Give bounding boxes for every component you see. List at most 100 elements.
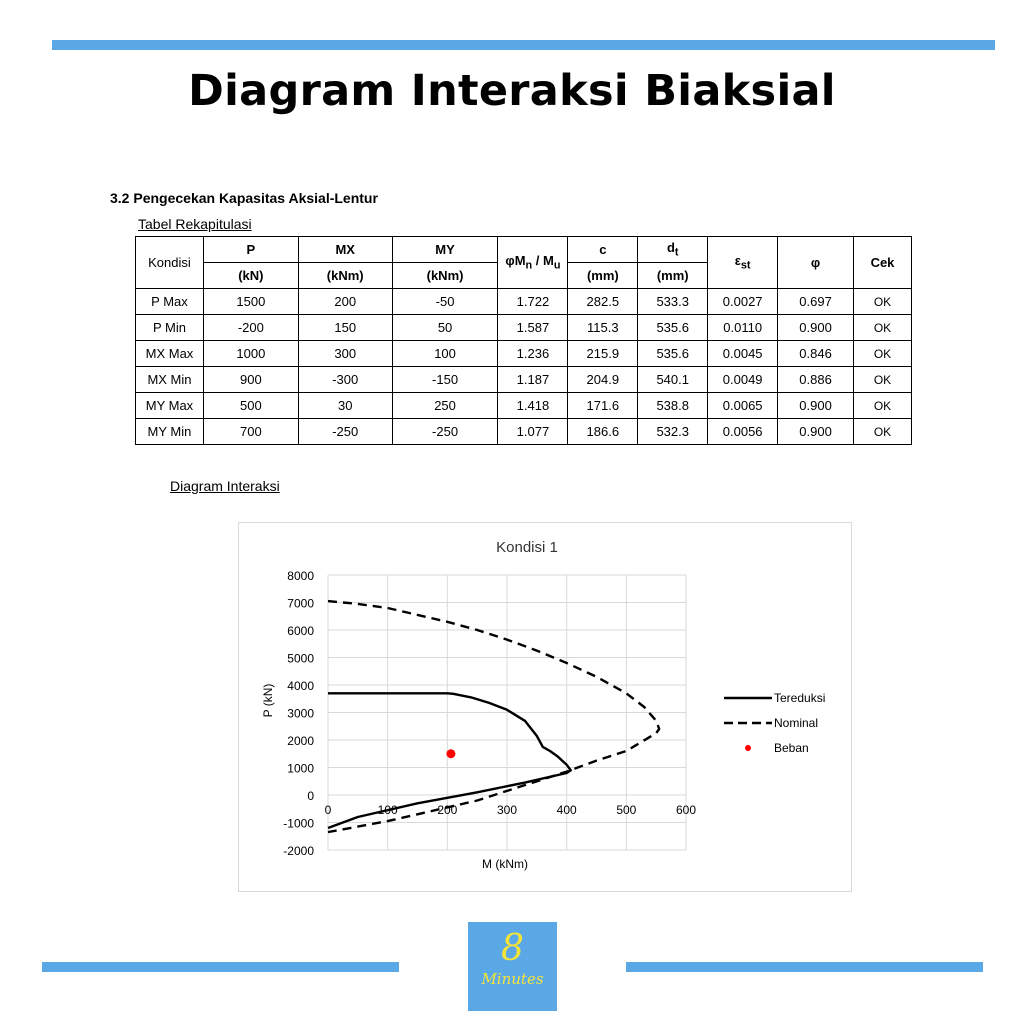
cell-kondisi: MX Min [135,366,204,393]
cell-c: 215.9 [567,340,639,367]
cell-cek: OK [853,418,912,445]
header-ratio-n: n [525,259,533,272]
y-tick-label: 0 [307,789,314,803]
series-line-nominal [327,599,661,834]
cell-p: 900 [202,366,299,393]
y-tick-label: 2000 [287,734,314,748]
y-tick-label: 3000 [287,707,314,721]
cell-kondisi: MY Max [135,392,204,419]
cell-dt: 535.6 [637,340,709,367]
bottom-right-accent-bar [626,962,983,972]
legend-marker-beban [745,745,751,751]
table-row: MX Min 900 -300 -150 1.187 204.9 540.1 0.0049 0.… [135,366,912,393]
table-caption: Tabel Rekapitulasi [138,216,252,232]
cell-cek: OK [853,288,912,315]
cell-dt: 532.3 [637,418,709,445]
cell-ratio: 1.236 [497,340,569,367]
y-tick-label: 5000 [287,652,314,666]
cell-ratio: 1.418 [497,392,569,419]
cell-cek: OK [853,340,912,367]
header-est-sub: st [740,259,751,272]
bottom-left-accent-bar [42,962,399,972]
header-est: εst [707,236,779,289]
cell-c: 282.5 [567,288,639,315]
table-row: P Min -200 150 50 1.587 115.3 535.6 0.0110 0.900… [135,314,912,341]
recap-table: Kondisi P MX MY φMn / Mu c dt εst φ Cek … [135,236,912,445]
header-est-main: ε [734,253,741,269]
cell-p: -200 [202,314,299,341]
header-dt-sub: t [674,246,679,259]
cell-my: -50 [391,288,499,315]
table-body: P Max 1500 200 -50 1.722 282.5 533.3 0.0027 0.69… [135,288,912,445]
cell-kondisi: MY Min [135,418,204,445]
cell-mx: 150 [297,314,393,341]
y-tick-label: 1000 [287,762,314,776]
cell-mx: 300 [297,340,393,367]
y-tick-label: 6000 [287,624,314,638]
cell-ratio: 1.077 [497,418,569,445]
x-tick-label: 200 [437,803,457,817]
cell-ratio: 1.187 [497,366,569,393]
cell-ratio: 1.587 [497,314,569,341]
cell-my: 100 [391,340,499,367]
cell-my: -250 [391,418,499,445]
cell-est: 0.0065 [707,392,779,419]
series-line-tereduksi [327,692,572,830]
header-kondisi: Kondisi [135,236,204,289]
diagram-caption: Diagram Interaksi [170,478,280,494]
header-cek: Cek [853,236,912,289]
y-tick-label: 8000 [287,569,314,583]
cell-mx: -300 [297,366,393,393]
cell-est: 0.0027 [707,288,779,315]
cell-cek: OK [853,366,912,393]
cell-phi: 0.886 [777,366,854,393]
header-phi: φ [777,236,854,289]
x-tick-label: 600 [676,803,696,817]
cell-phi: 0.846 [777,340,854,367]
cell-dt: 538.8 [637,392,709,419]
y-tick-label: -1000 [283,817,314,831]
top-accent-bar [52,40,995,50]
cell-my: 50 [391,314,499,341]
header-ratio-phi: φM [505,253,526,269]
table-row: MY Max 500 30 250 1.418 171.6 538.8 0.0065 0.900… [135,392,912,419]
cell-dt: 533.3 [637,288,709,315]
cell-phi: 0.697 [777,288,854,315]
header-ratio: φMn / Mu [497,236,569,289]
legend-label: Nominal [774,716,818,730]
cell-p: 1000 [202,340,299,367]
cell-ratio: 1.722 [497,288,569,315]
logo: 8 Minutes [468,922,557,1011]
legend-label: Beban [774,741,809,755]
cell-dt: 540.1 [637,366,709,393]
x-tick-label: 300 [497,803,517,817]
unit-c: (mm) [567,262,639,289]
cell-est: 0.0049 [707,366,779,393]
table-row: MY Min 700 -250 -250 1.077 186.6 532.3 0.0056 0.… [135,418,912,445]
unit-mx: (kNm) [297,262,393,289]
y-axis-title: P (kN) [261,684,275,718]
header-ratio-u: u [553,259,561,272]
cell-est: 0.0045 [707,340,779,367]
cell-p: 500 [202,392,299,419]
logo-number: 8 [501,928,524,969]
cell-my: -150 [391,366,499,393]
cell-c: 115.3 [567,314,639,341]
y-tick-label: 7000 [287,597,314,611]
logo-word: Minutes [481,970,544,988]
x-tick-label: 400 [557,803,577,817]
chart-title: Kondisi 1 [496,539,558,556]
y-tick-label: -2000 [283,844,314,858]
section-heading: 3.2 Pengecekan Kapasitas Aksial-Lentur [110,190,378,206]
x-tick-label: 500 [616,803,636,817]
cell-my: 250 [391,392,499,419]
chart-svg: Kondisi 18000700060005000400030002000100… [261,539,825,871]
cell-kondisi: P Max [135,288,204,315]
cell-phi: 0.900 [777,418,854,445]
header-my: MY [391,236,499,263]
header-ratio-mid: / M [532,253,554,269]
header-dt: dt [637,236,709,263]
cell-dt: 535.6 [637,314,709,341]
cell-kondisi: MX Max [135,340,204,367]
cell-est: 0.0110 [707,314,779,341]
